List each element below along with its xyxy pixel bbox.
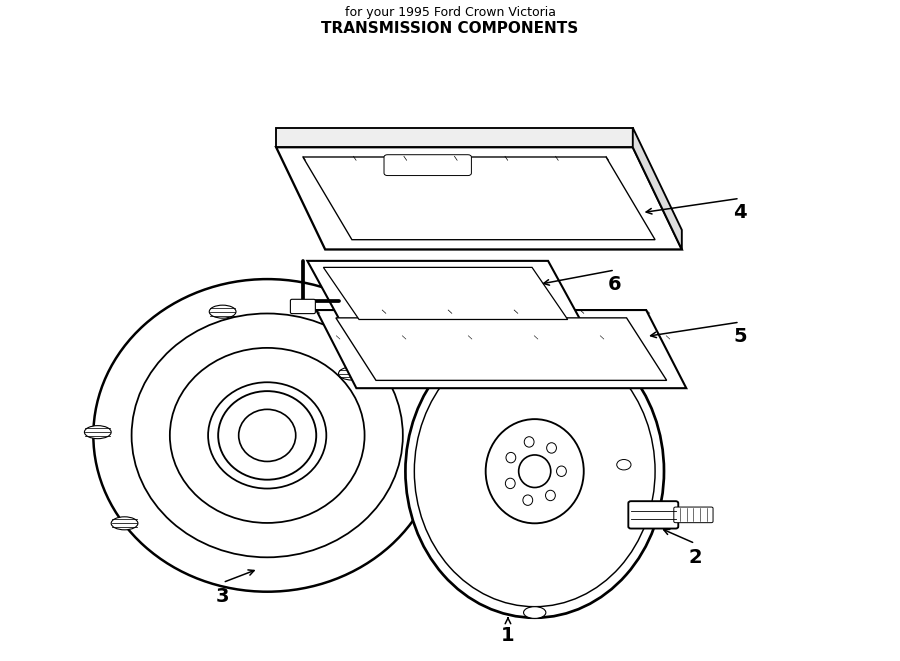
Ellipse shape <box>524 607 546 619</box>
Ellipse shape <box>338 367 365 380</box>
Polygon shape <box>323 268 568 319</box>
Text: 4: 4 <box>733 203 747 222</box>
Circle shape <box>616 459 631 470</box>
Ellipse shape <box>209 305 236 318</box>
Ellipse shape <box>486 419 584 524</box>
Ellipse shape <box>112 517 138 530</box>
Ellipse shape <box>556 466 566 477</box>
Ellipse shape <box>218 391 316 480</box>
Ellipse shape <box>238 409 296 461</box>
Text: 2: 2 <box>688 549 702 567</box>
Ellipse shape <box>94 279 441 592</box>
Ellipse shape <box>545 490 555 500</box>
Text: 5: 5 <box>733 327 747 346</box>
Polygon shape <box>307 261 584 326</box>
Ellipse shape <box>405 325 664 618</box>
Text: for your 1995 Ford Crown Victoria: for your 1995 Ford Crown Victoria <box>345 5 555 19</box>
Text: 1: 1 <box>501 627 515 646</box>
Ellipse shape <box>85 426 112 439</box>
Polygon shape <box>336 318 667 380</box>
FancyBboxPatch shape <box>384 155 472 176</box>
Ellipse shape <box>546 443 556 453</box>
FancyBboxPatch shape <box>291 299 315 313</box>
Ellipse shape <box>524 327 546 338</box>
Text: 6: 6 <box>608 275 622 294</box>
FancyBboxPatch shape <box>628 501 679 529</box>
Ellipse shape <box>523 495 533 506</box>
Polygon shape <box>303 157 655 240</box>
Polygon shape <box>276 128 633 147</box>
Text: TRANSMISSION COMPONENTS: TRANSMISSION COMPONENTS <box>321 21 579 36</box>
Ellipse shape <box>506 452 516 463</box>
Ellipse shape <box>524 437 534 447</box>
Ellipse shape <box>518 455 551 488</box>
Polygon shape <box>633 128 682 249</box>
FancyBboxPatch shape <box>674 507 713 523</box>
Text: 3: 3 <box>216 588 230 606</box>
Polygon shape <box>276 147 682 249</box>
Ellipse shape <box>506 478 515 488</box>
Polygon shape <box>316 310 687 388</box>
